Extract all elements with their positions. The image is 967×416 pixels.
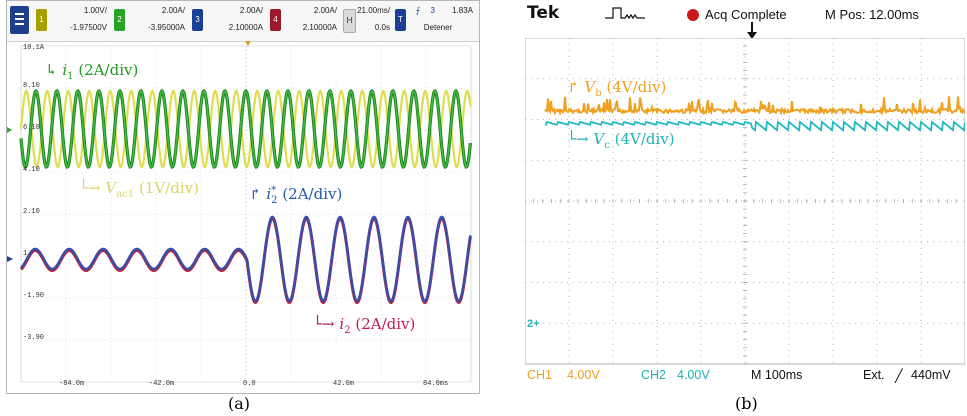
ch1-label: CH1: [527, 368, 553, 382]
y-axis-label: 10.1A: [23, 44, 45, 52]
y-axis-label: 2.10: [23, 208, 40, 216]
arrow-right-icon: └→: [567, 130, 589, 148]
trigger-slope-icon: ╱: [895, 369, 903, 383]
arrow-right-icon: ↱: [249, 185, 262, 203]
x-axis-label: 0.0: [243, 380, 256, 388]
vb-trace: [544, 96, 965, 117]
x-axis-label: -42.0m: [149, 380, 174, 388]
y-axis-label: 8.10: [23, 82, 40, 90]
y-axis-label: -1.90: [23, 292, 44, 300]
axis-labels: 10.1A 8.10 6.10 4.10 2.10 1 -1.90 -3.90 -84.0m -4…: [23, 44, 448, 388]
trigger-source: Ext.: [863, 368, 885, 382]
trigger-position-arrow: [747, 22, 757, 39]
brand-logo: Tek: [527, 3, 560, 23]
x-axis-label: 42.0m: [333, 380, 354, 388]
channel-2-ground-marker: [7, 127, 12, 133]
channel-2-offset: -3.95000A: [148, 23, 185, 32]
x-axis-label: -84.0m: [59, 380, 84, 388]
vac-annotation: └→ Vac1 (1V/div): [79, 179, 199, 200]
trigger-channel: 3: [430, 6, 435, 15]
channel-4-offset: 2.10000A: [302, 23, 337, 32]
vb-annotation: ↱ Vb (4V/div): [567, 78, 667, 99]
waveform-plot-b: [525, 38, 965, 365]
timebase-value: 21.00ms/: [357, 6, 390, 15]
trigger-button[interactable]: T: [395, 9, 406, 31]
stop-icon: [687, 9, 699, 21]
vc-annotation: └→ Vc (4V/div): [567, 130, 675, 151]
delay-value: 0.0s: [374, 23, 390, 32]
caption-a: (a): [228, 394, 251, 413]
acquisition-status: Acq Complete: [705, 7, 787, 22]
vc-trace: [544, 120, 965, 132]
vac-trace: [19, 89, 472, 169]
y-axis-label: 6.10: [23, 124, 40, 132]
ch2-scale: 4.00V: [677, 368, 710, 382]
i1-trace: [20, 89, 472, 168]
y-axis-label: -3.90: [23, 334, 44, 342]
trigger-level: 1.83A: [452, 6, 473, 15]
ch1-scale: 4.00V: [567, 368, 600, 382]
scope-panel-b: Tek Acq Complete M Pos: 12.00ms 2+ ↱ Vb …: [525, 0, 965, 392]
acquisition-mode: Detener: [423, 23, 453, 32]
ch2-label: CH2: [641, 368, 667, 382]
waveforms: [19, 88, 472, 305]
trigger-level: 440mV: [911, 368, 951, 382]
horizontal-position: M Pos: 12.00ms: [825, 7, 919, 22]
arrow-right-icon: ↱: [567, 78, 580, 96]
channel-1-scale: 1.00V/: [83, 6, 107, 15]
channel-3-ground-marker: [7, 256, 13, 262]
i2star-annotation: ↱ i*2 (2A/div): [249, 185, 343, 206]
arrow-right-icon: ↳: [45, 61, 58, 79]
channel-2-button[interactable]: 2: [114, 9, 125, 31]
arrow-right-icon: └→: [313, 315, 335, 333]
channel-4-scale: 2.00A/: [313, 6, 337, 15]
timebase-value: M 100ms: [751, 368, 803, 382]
timebase-button[interactable]: H: [343, 9, 356, 33]
channel-3-button[interactable]: 3: [192, 9, 203, 31]
channel-2-scale: 2.00A/: [161, 6, 185, 15]
x-axis-label: 84.0ms: [423, 380, 448, 388]
waveforms: [544, 96, 965, 132]
trigger-time-marker: [245, 41, 251, 46]
waveform-plot-a: 10.1A 8.10 6.10 4.10 2.10 1 -1.90 -3.90 -84.0m -4…: [7, 41, 472, 388]
channel-1-button[interactable]: 1: [36, 9, 47, 31]
y-axis-label: 1: [23, 250, 27, 258]
channel-2-ground-marker: 2+: [527, 318, 540, 330]
y-axis-label: 4.10: [23, 166, 40, 174]
channel-3-offset: 2.10000A: [228, 23, 263, 32]
i2star-trace: [20, 215, 472, 303]
grid: [525, 38, 965, 365]
arrow-right-icon: └→: [79, 179, 101, 197]
channel-3-scale: 2.00A/: [239, 6, 263, 15]
caption-b: (b): [735, 394, 758, 413]
scope-header-bar: 1 1.00V/ -1.97500V 2 2.00A/ -3.95000A 3 …: [7, 1, 479, 42]
scope-panel-a: 1 1.00V/ -1.97500V 2 2.00A/ -3.95000A 3 …: [6, 0, 480, 394]
i2-annotation: └→ i2 (2A/div): [313, 315, 416, 336]
channel-1-offset: -1.97500V: [70, 23, 107, 32]
trigger-slope-icon: ⨍: [415, 6, 420, 15]
channel-4-button[interactable]: 4: [270, 9, 281, 31]
i1-annotation: ↳ i1 (2A/div): [45, 61, 139, 82]
run-pulse-icon: [605, 7, 645, 20]
menu-icon[interactable]: [10, 6, 29, 34]
